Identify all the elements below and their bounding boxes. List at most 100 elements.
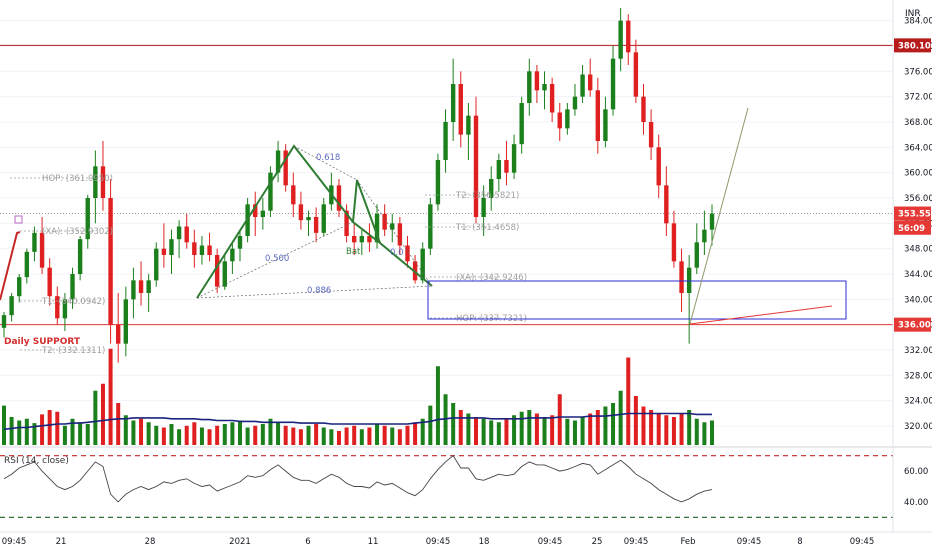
- time-tick-label: 25: [592, 537, 603, 547]
- candle: [618, 8, 623, 72]
- candle: [253, 191, 258, 236]
- candle: [230, 242, 235, 274]
- time-tick-label: 09:45: [850, 537, 875, 547]
- price-tick-label: 348.00: [904, 245, 932, 255]
- candle-body: [275, 150, 281, 173]
- volume-bar: [618, 390, 623, 445]
- candle: [595, 77, 601, 154]
- candle: [542, 71, 547, 110]
- volume-bar: [154, 425, 159, 445]
- volume-bar: [420, 418, 425, 445]
- volume-bar: [451, 403, 456, 445]
- price-tick-label: 328.00: [904, 371, 932, 381]
- candle: [694, 223, 699, 274]
- volume-bar: [641, 406, 646, 445]
- candle: [161, 223, 167, 268]
- time-tick-label: 09:45: [2, 537, 27, 547]
- candle-body: [420, 248, 425, 281]
- candle-body: [641, 96, 646, 122]
- price-marker-box: [894, 206, 931, 221]
- candle: [511, 134, 517, 179]
- candle-body: [291, 185, 296, 205]
- volume-bar: [710, 420, 714, 445]
- candle-body: [283, 150, 288, 186]
- candle-body: [557, 112, 562, 129]
- volume-bar: [580, 417, 585, 445]
- candle: [382, 204, 387, 236]
- candle: [9, 293, 14, 322]
- volume-bar: [192, 422, 197, 445]
- candle: [344, 204, 349, 243]
- rsi-panel: RSI (14, close): [0, 446, 932, 518]
- volume-bar: [512, 415, 517, 445]
- candle: [527, 58, 532, 116]
- candle: [108, 179, 113, 344]
- candle-body: [390, 223, 395, 230]
- time-tick-label: 09:45: [538, 537, 563, 547]
- candle: [131, 267, 136, 319]
- volume-bar: [70, 418, 75, 445]
- volume-bar: [306, 425, 311, 445]
- pattern-target-label: (XA): (342.9246): [456, 273, 527, 283]
- volume-bar: [611, 403, 616, 445]
- candle: [473, 96, 479, 224]
- candle: [268, 166, 273, 217]
- rsi-title: RSI (14, close): [4, 456, 69, 466]
- volume-bar: [550, 415, 555, 445]
- price-marker-label: 56:09: [898, 224, 925, 234]
- candle-body: [260, 210, 266, 217]
- candle-body: [686, 267, 692, 293]
- volume-bar: [55, 411, 60, 445]
- candle-body: [679, 261, 684, 293]
- volume-bar: [260, 424, 265, 445]
- volume-bar: [291, 427, 296, 445]
- volume-bar: [93, 390, 98, 445]
- time-tick-label: Feb: [680, 537, 695, 547]
- volume-bar: [40, 414, 45, 445]
- candle: [504, 141, 509, 186]
- candle: [489, 166, 494, 211]
- candle: [1, 312, 7, 338]
- candle-body: [443, 122, 448, 160]
- volume-bar: [161, 427, 166, 445]
- projection-line-green: [689, 107, 749, 325]
- volume-bars: [2, 348, 714, 445]
- price-tick-label: 364.00: [904, 143, 932, 153]
- volume-bar: [542, 417, 547, 445]
- candle-body: [702, 229, 707, 243]
- candle-body: [565, 109, 570, 129]
- candle-body: [321, 204, 326, 233]
- candle: [397, 217, 403, 255]
- volume-bar: [664, 415, 669, 445]
- candle-body: [572, 96, 578, 110]
- volume-bar: [298, 429, 303, 445]
- volume-bar: [184, 425, 189, 445]
- time-tick-label: 6: [305, 537, 310, 547]
- candle: [17, 274, 22, 303]
- volume-bar: [344, 427, 349, 445]
- candle-body: [253, 204, 258, 217]
- volume-bar: [100, 383, 105, 445]
- candle: [435, 153, 441, 211]
- candle: [458, 71, 463, 148]
- candle-body: [93, 166, 98, 198]
- candle: [123, 286, 129, 357]
- candle-body: [222, 261, 227, 287]
- candle: [390, 213, 395, 243]
- candle-body: [100, 166, 106, 198]
- candle: [641, 84, 646, 135]
- candle: [587, 58, 593, 97]
- candle: [298, 191, 304, 230]
- candle: [656, 134, 661, 198]
- candle: [291, 172, 296, 217]
- candle-body: [603, 109, 608, 141]
- candle: [85, 194, 90, 249]
- volume-bar: [572, 420, 577, 445]
- volume-bar: [565, 418, 570, 445]
- volume-bar: [588, 413, 593, 445]
- rsi-line: [3, 455, 713, 503]
- candle-body: [306, 217, 311, 221]
- candle-body: [542, 84, 547, 91]
- candle: [450, 58, 456, 141]
